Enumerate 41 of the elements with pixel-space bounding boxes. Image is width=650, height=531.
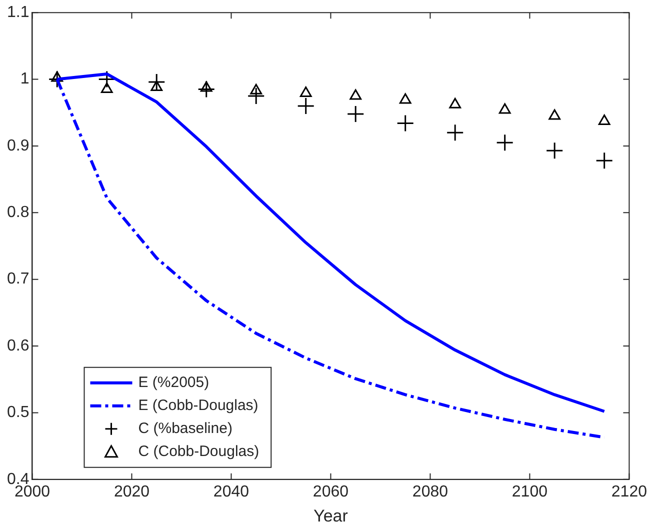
point xyxy=(399,93,412,104)
point xyxy=(148,73,166,91)
x-tick-label: 2040 xyxy=(213,483,250,500)
legend-label: C (Cobb-Douglas) xyxy=(138,443,260,460)
point xyxy=(596,152,614,170)
x-tick-label: 2000 xyxy=(14,483,50,500)
legend-label: E (%2005) xyxy=(138,374,210,392)
y-tick-label: 0.6 xyxy=(6,337,30,354)
point xyxy=(346,105,364,123)
point xyxy=(198,80,216,98)
legend-label: E (Cobb-Douglas) xyxy=(138,397,258,414)
legend-label: C (%baseline) xyxy=(138,420,232,438)
y-tick-label: 0.9 xyxy=(6,137,30,154)
y-tick-label: 0.7 xyxy=(6,270,30,288)
x-axis-title: Year xyxy=(314,506,348,526)
point xyxy=(300,86,312,98)
point xyxy=(350,89,362,100)
point xyxy=(548,109,561,120)
x-tick-label: 2060 xyxy=(312,483,349,500)
x-tick-label: 2020 xyxy=(114,483,150,500)
y-tick-label: 0.8 xyxy=(6,204,30,222)
point xyxy=(498,103,511,114)
point xyxy=(546,142,564,160)
y-tick-label: 0.5 xyxy=(6,404,30,422)
point xyxy=(297,97,315,115)
point xyxy=(496,134,514,152)
point xyxy=(396,114,414,132)
point xyxy=(247,87,265,105)
point xyxy=(200,81,212,92)
point xyxy=(250,84,262,94)
x-tick-label: 2100 xyxy=(512,483,548,500)
point xyxy=(598,114,610,126)
y-tick-label: 1 xyxy=(20,70,30,88)
point xyxy=(150,80,163,92)
x-tick-label: 2120 xyxy=(611,483,648,500)
x-tick-label: 2080 xyxy=(412,483,448,500)
point xyxy=(446,124,464,142)
point xyxy=(51,71,64,82)
point xyxy=(449,98,462,108)
point xyxy=(100,82,113,94)
y-tick-label: 1.1 xyxy=(6,4,30,22)
